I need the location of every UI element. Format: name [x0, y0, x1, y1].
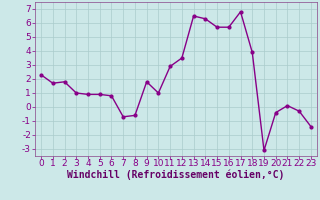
X-axis label: Windchill (Refroidissement éolien,°C): Windchill (Refroidissement éolien,°C) — [67, 169, 285, 180]
